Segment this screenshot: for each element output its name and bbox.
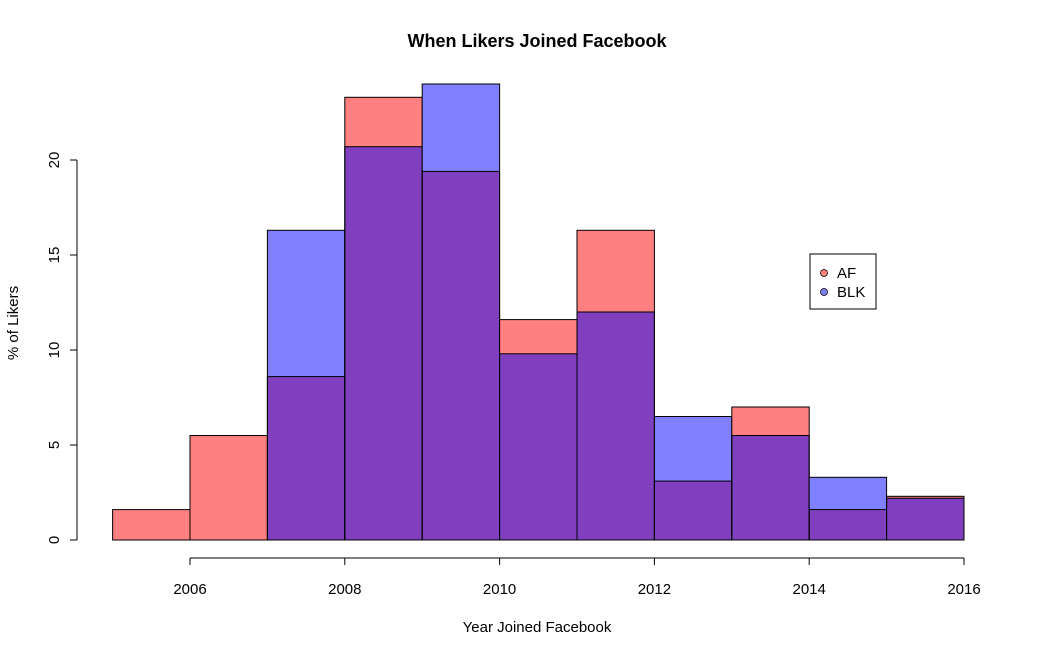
y-tick-label-10: 10 xyxy=(46,342,63,359)
bar-overlap-2013 xyxy=(731,435,810,540)
x-tick-label-2006: 2006 xyxy=(173,581,206,598)
bar-blk-2007 xyxy=(267,230,345,377)
x-tick-label-2016: 2016 xyxy=(947,581,980,598)
bar-af-2011 xyxy=(577,230,655,312)
y-axis: 0 5 10 15 20 xyxy=(46,152,78,544)
x-axis-label: Year Joined Facebook xyxy=(463,619,612,636)
x-tick-label-2012: 2012 xyxy=(638,581,671,598)
bar-overlap-2010 xyxy=(499,353,577,540)
y-axis-label: % of Likers xyxy=(5,286,22,360)
legend-marker-af xyxy=(820,269,828,277)
bar-overlap-2009 xyxy=(422,171,500,540)
bar-af-2008 xyxy=(344,97,423,147)
bar-overlap-2012 xyxy=(654,481,732,540)
chart-title: When Likers Joined Facebook xyxy=(407,31,667,51)
bar-overlap-2007 xyxy=(267,376,345,540)
legend-box xyxy=(809,253,877,310)
bar-af-2015 xyxy=(886,496,964,499)
legend: AF BLK xyxy=(809,253,877,310)
x-axis: 2006 2008 2010 2012 2014 2016 xyxy=(173,557,981,598)
bar-overlap-2015 xyxy=(886,498,964,540)
bar-overlap-2011 xyxy=(577,312,655,540)
bar-blk-2009 xyxy=(422,84,500,172)
y-tick-label-5: 5 xyxy=(46,441,63,449)
bars-group xyxy=(112,83,965,541)
bar-af-2013 xyxy=(731,407,810,436)
y-tick-label-15: 15 xyxy=(46,247,63,264)
bar-outline-blk-2015 xyxy=(886,497,965,541)
x-tick-label-2014: 2014 xyxy=(793,581,826,598)
y-tick-label-0: 0 xyxy=(46,536,63,544)
bar-af-2006 xyxy=(190,435,268,540)
x-tick-label-2008: 2008 xyxy=(328,581,361,598)
bar-af-2005 xyxy=(112,509,190,540)
bar-outline-blk-2009 xyxy=(421,83,501,541)
legend-label-blk: BLK xyxy=(837,284,865,301)
x-tick-label-2010: 2010 xyxy=(483,581,516,598)
bar-overlap-2014 xyxy=(809,509,887,540)
bar-overlap-2008 xyxy=(344,146,423,540)
bar-af-2010 xyxy=(499,319,577,354)
bar-blk-2012 xyxy=(654,416,732,482)
y-tick-label-20: 20 xyxy=(46,152,63,169)
legend-label-af: AF xyxy=(837,265,856,282)
legend-marker-blk xyxy=(820,288,828,296)
bar-blk-2014 xyxy=(809,477,887,510)
